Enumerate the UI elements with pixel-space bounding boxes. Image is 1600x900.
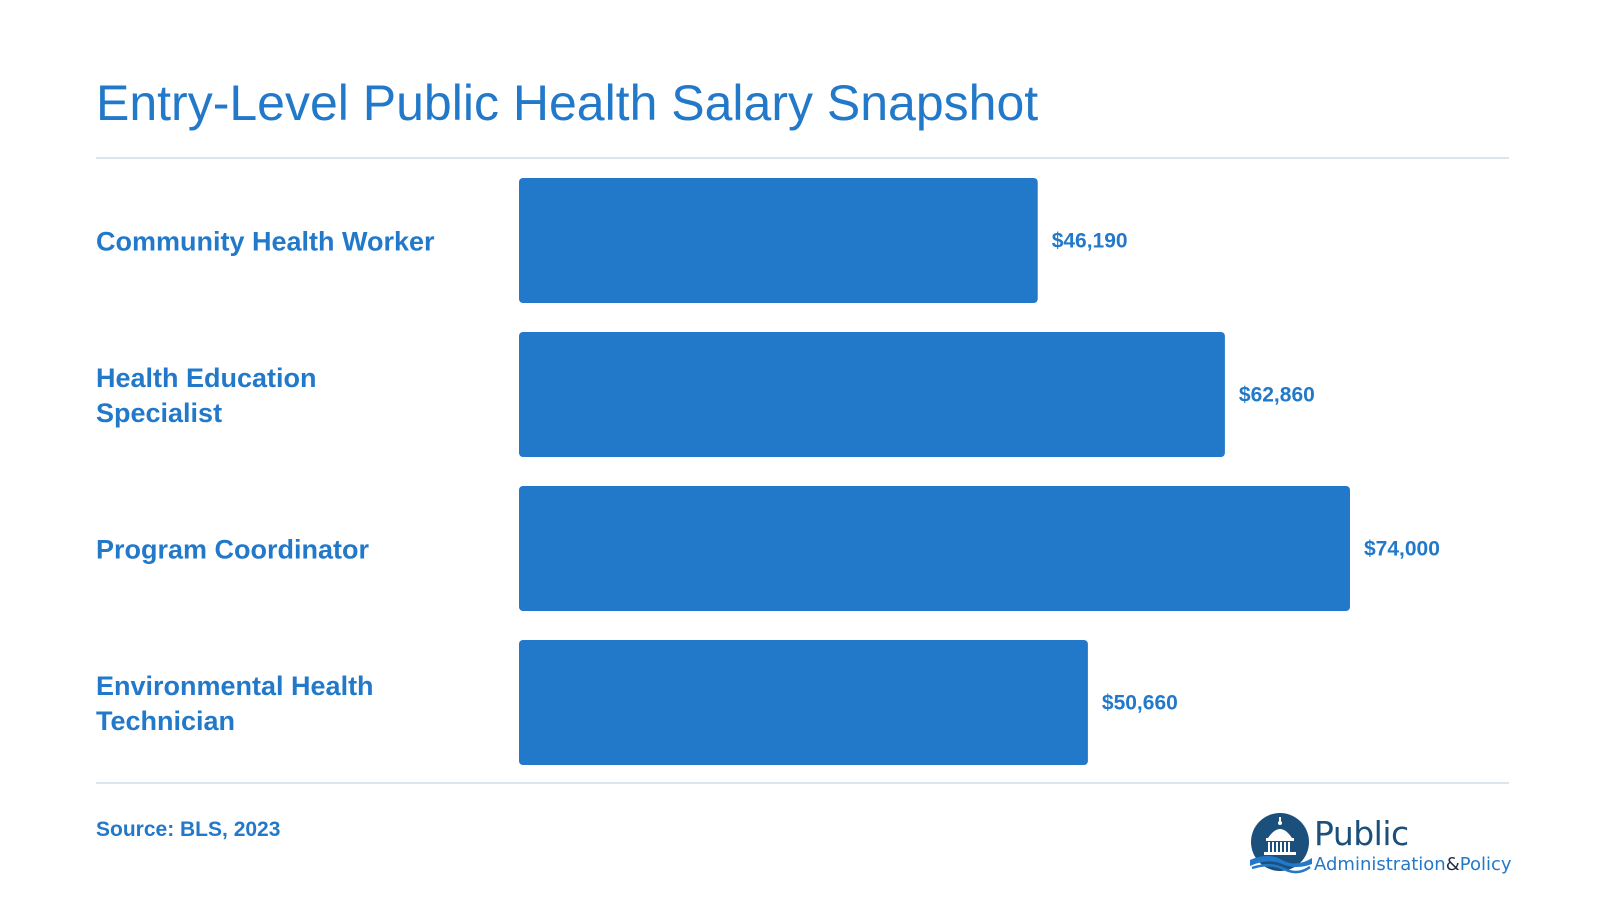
logo-subtitle-part: Policy <box>1459 854 1512 875</box>
category-label: Environmental Health Technician <box>96 671 374 736</box>
logo-subtitle: Administration&Policy <box>1314 854 1512 875</box>
category-label-line: Technician <box>96 706 235 736</box>
value-label: $50,660 <box>1102 692 1178 715</box>
bar <box>519 640 1088 765</box>
top-divider <box>96 157 1509 159</box>
source-note: Source: BLS, 2023 <box>96 818 281 841</box>
logo-ampersand: & <box>1445 854 1460 875</box>
category-label: Health Education Specialist <box>96 363 317 428</box>
category-label: Community Health Worker <box>96 227 435 257</box>
category-label-line: Specialist <box>96 398 222 428</box>
category-label: Program Coordinator <box>96 535 370 565</box>
publisher-logo: Public Administration&Policy <box>1248 812 1518 884</box>
value-label: $46,190 <box>1052 230 1128 253</box>
category-label-line: Health Education <box>96 363 317 393</box>
category-label-line: Program Coordinator <box>96 535 370 565</box>
capitol-dome-icon <box>1250 813 1312 874</box>
chart-title: Entry-Level Public Health Salary Snapsho… <box>96 75 1039 131</box>
category-label-line: Environmental Health <box>96 671 374 701</box>
bar <box>519 178 1038 303</box>
logo-subtitle-part: Administration <box>1314 854 1446 875</box>
value-label: $74,000 <box>1364 538 1440 561</box>
value-label: $62,860 <box>1239 384 1315 407</box>
category-label-line: Community Health Worker <box>96 227 435 257</box>
logo-wordmark: Public <box>1314 814 1409 853</box>
bar <box>519 332 1225 457</box>
bottom-divider <box>96 782 1509 784</box>
bar <box>519 486 1350 611</box>
